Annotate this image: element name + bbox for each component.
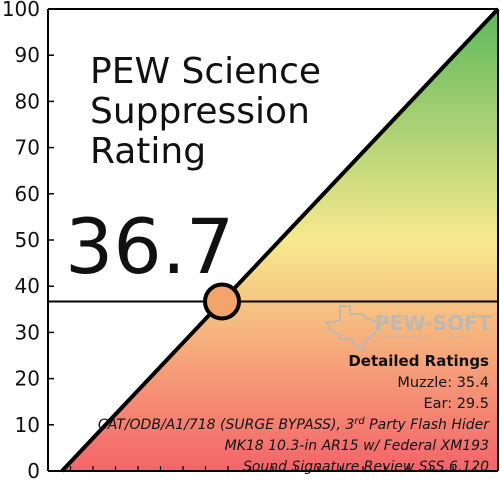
details-heading: Detailed Ratings bbox=[348, 352, 489, 370]
title-line-2: Suppression bbox=[90, 91, 310, 132]
texas-logo-icon bbox=[324, 305, 380, 352]
watermark-version: Version 1.0 bbox=[450, 334, 473, 339]
y-ticks: 0 10 20 30 40 50 60 70 80 90 100 bbox=[2, 0, 54, 480]
config-before: CAT/ODB/A1/718 (SURGE BYPASS), 3 bbox=[98, 417, 354, 433]
watermark-tm: TM bbox=[471, 312, 478, 317]
title-line-3: Rating bbox=[90, 131, 206, 172]
config-after: Party Flash Hider bbox=[365, 417, 491, 433]
watermark-copyright: © 2021 PEW Science, LLC bbox=[378, 334, 430, 339]
x-ticks bbox=[47, 466, 499, 471]
config-superscript: rd bbox=[354, 416, 365, 427]
score-marker bbox=[203, 282, 242, 321]
muzzle-rating: Muzzle: 35.4 bbox=[397, 375, 489, 391]
y-tick-label: 70 bbox=[15, 136, 40, 160]
y-tick-label: 40 bbox=[15, 274, 40, 298]
y-tick-label: 30 bbox=[15, 320, 40, 344]
y-tick-label: 20 bbox=[15, 367, 40, 391]
config-text: CAT/ODB/A1/718 (SURGE BYPASS), 3rd Party… bbox=[98, 416, 490, 433]
chart-title: PEW Science Suppression Rating bbox=[90, 51, 321, 172]
platform-text: MK18 10.3-in AR15 w/ Federal XM193 bbox=[225, 438, 489, 454]
diagonal-rating-line bbox=[60, 7, 500, 473]
y-tick-label: 60 bbox=[15, 182, 40, 206]
y-tick-label: 90 bbox=[15, 43, 40, 67]
ear-rating: Ear: 29.5 bbox=[423, 396, 489, 412]
watermark-brand: PEW-SOFT bbox=[375, 311, 492, 335]
y-tick-label: 0 bbox=[27, 459, 40, 480]
score-value: 36.7 bbox=[65, 202, 234, 291]
y-tick-label: 10 bbox=[15, 413, 40, 437]
y-tick-label: 80 bbox=[15, 89, 40, 113]
y-tick-label: 100 bbox=[2, 0, 40, 21]
pew-soft-watermark: PEW-SOFT TM © 2021 PEW Science, LLC Vers… bbox=[324, 305, 492, 352]
title-line-1: PEW Science bbox=[90, 51, 321, 92]
review-text: Sound Signature Review SSS.6.120 bbox=[243, 459, 489, 475]
y-tick-label: 50 bbox=[15, 228, 40, 252]
detailed-ratings: Detailed Ratings Muzzle: 35.4 Ear: 29.5 … bbox=[98, 352, 490, 475]
